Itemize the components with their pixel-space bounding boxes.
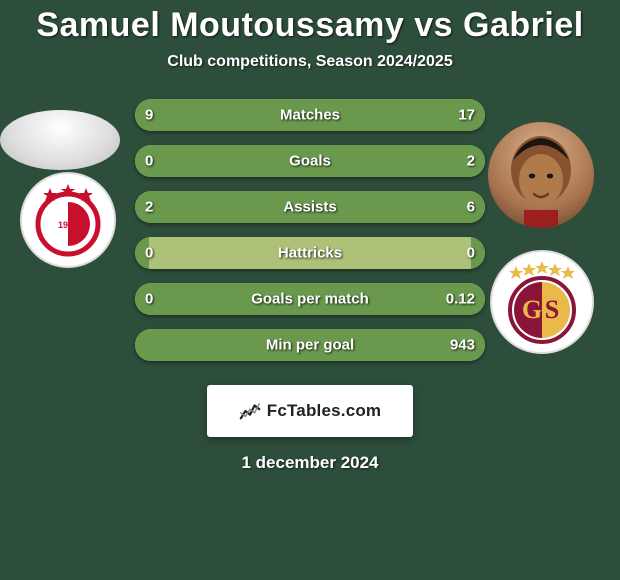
stat-right-value: 0	[467, 245, 475, 262]
club-right-crest: G S	[490, 250, 594, 354]
stat-bar: 9 17 Matches	[135, 99, 485, 131]
stat-right-value: 6	[467, 199, 475, 216]
stat-left-value: 0	[145, 153, 153, 170]
stat-label: Matches	[280, 107, 340, 124]
stat-label: Goals	[289, 153, 331, 170]
stat-bar: 943 Min per goal	[135, 329, 485, 361]
footer-brand-text: FcTables.com	[267, 401, 382, 421]
stat-left-value: 2	[145, 199, 153, 216]
club-left-crest: 1967	[20, 172, 116, 268]
player-left-avatar	[0, 110, 120, 170]
stat-label: Hattricks	[278, 245, 342, 262]
stat-bar: 0 0.12 Goals per match	[135, 283, 485, 315]
face-icon	[488, 122, 594, 228]
stat-bar-right-fill	[223, 191, 486, 223]
stat-right-value: 2	[467, 153, 475, 170]
svg-text:S: S	[545, 295, 559, 324]
page-title: Samuel Moutoussamy vs Gabriel	[36, 6, 583, 45]
stat-label: Assists	[283, 199, 336, 216]
stat-bar-left-fill	[135, 329, 149, 361]
stat-left-value: 0	[145, 245, 153, 262]
player-right-avatar	[488, 122, 594, 228]
comparison-card: Samuel Moutoussamy vs Gabriel Club compe…	[0, 0, 620, 580]
stat-bar: 0 0 Hattricks	[135, 237, 485, 269]
stat-bar: 0 2 Goals	[135, 145, 485, 177]
stats-bars: 9 17 Matches 0 2 Goals 2 6 Assists 0 0 Hattricks 0 0.…	[135, 99, 485, 361]
stat-label: Min per goal	[266, 337, 354, 354]
stat-right-value: 943	[450, 337, 475, 354]
footer-date: 1 december 2024	[241, 453, 378, 473]
stat-bar: 2 6 Assists	[135, 191, 485, 223]
stat-left-value: 9	[145, 107, 153, 124]
svg-text:1967: 1967	[58, 220, 78, 230]
stat-right-value: 17	[458, 107, 475, 124]
stat-right-value: 0.12	[446, 291, 475, 308]
stat-label: Goals per match	[251, 291, 369, 308]
chart-icon	[239, 400, 261, 422]
stat-left-value: 0	[145, 291, 153, 308]
galatasaray-crest-icon: G S	[498, 258, 586, 346]
page-subtitle: Club competitions, Season 2024/2025	[167, 53, 452, 71]
sivasspor-crest-icon: 1967	[28, 180, 108, 260]
svg-text:G: G	[522, 295, 542, 324]
footer-brand-badge: FcTables.com	[207, 385, 413, 437]
